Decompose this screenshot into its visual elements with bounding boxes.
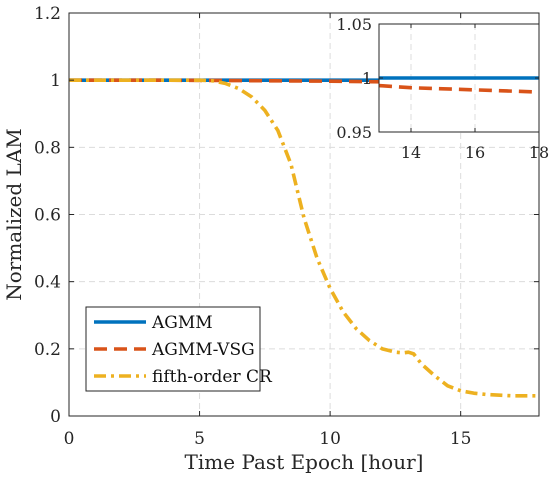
y-tick-label: 0.6 [34,206,61,226]
legend-items: AGMM AGMM-VSG fifth-order CR [94,313,273,387]
x-tick-label: 16 [465,143,485,162]
y-tick-label: 1.05 [336,15,372,34]
x-tick-label: 15 [450,429,472,449]
main-ticks: 0 5 10 15 0 0.2 0.4 0.6 0.8 1 1.2 [34,4,539,449]
legend: AGMM AGMM-VSG fifth-order CR [85,306,273,392]
x-tick-label: 18 [529,143,549,162]
y-tick-label: 1.2 [34,4,61,24]
legend-label-agmm: AGMM [151,313,213,333]
inset-ticks: 14 16 18 0.95 1 1.05 [336,15,549,162]
y-tick-label: 0.2 [34,340,61,360]
x-tick-label: 14 [401,143,421,162]
x-tick-label: 0 [64,429,75,449]
y-tick-label: 0.95 [336,123,372,142]
legend-label-fifth-order-cr: fifth-order CR [152,367,273,387]
x-axis-label: Time Past Epoch [hour] [185,450,424,474]
y-tick-label: 1 [362,69,372,88]
y-tick-label: 0 [50,407,61,427]
y-tick-label: 0.8 [34,138,61,158]
x-tick-label: 5 [194,429,205,449]
inset-chart: 14 16 18 0.95 1 1.05 [336,15,549,162]
y-tick-label: 1 [50,71,61,91]
series-line-fifth-order-cr [69,78,539,398]
inset-series [378,76,540,94]
y-tick-label: 0.4 [34,273,61,293]
y-axis-label: Normalized LAM [2,128,26,301]
series-line-agmm-vsg [378,83,540,94]
legend-label-agmm-vsg: AGMM-VSG [151,340,255,360]
x-tick-label: 10 [319,429,341,449]
